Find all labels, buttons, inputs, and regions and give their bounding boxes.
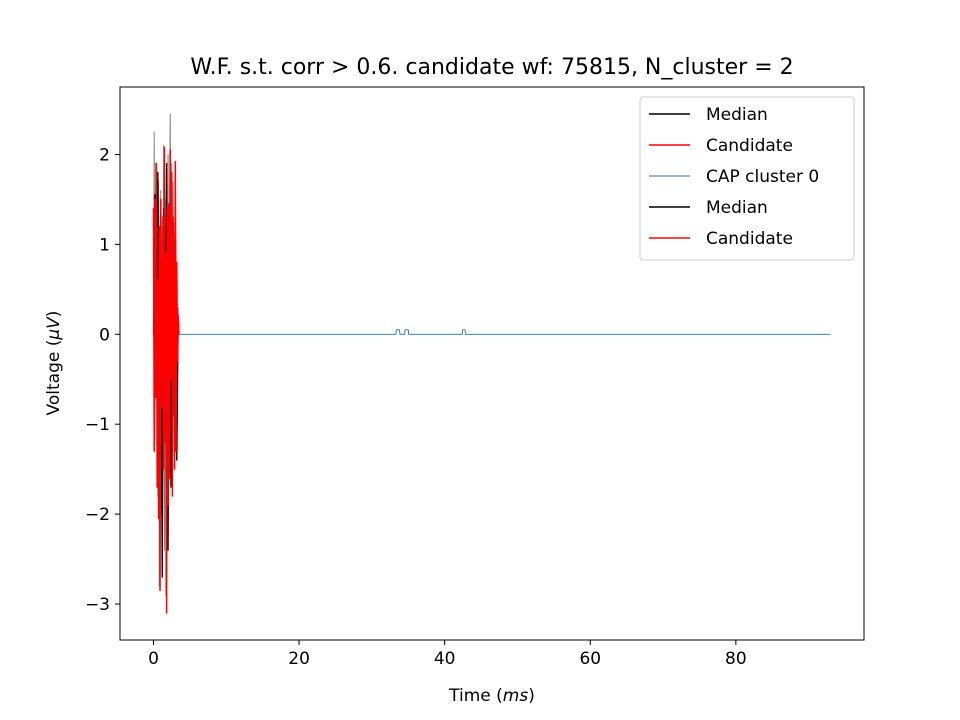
chart-title: W.F. s.t. corr > 0.6. candidate wf: 7581…: [190, 55, 793, 80]
x-tick-label: 0: [148, 649, 159, 669]
legend-frame: [639, 96, 855, 261]
y-tick-label: −3: [85, 595, 110, 615]
x-tick-label: 40: [434, 649, 456, 669]
legend-label: Median: [706, 105, 768, 125]
series-layer: [152, 113, 831, 614]
x-axis-label-prefix: Time (: [448, 686, 503, 706]
legend-label: Candidate: [706, 229, 793, 249]
x-tick-label: 80: [725, 649, 747, 669]
y-tick-label: −1: [85, 415, 110, 435]
x-axis-label-suffix: ): [528, 686, 535, 706]
plot-area: [119, 86, 865, 641]
x-axis-label: Time (ms): [448, 686, 535, 706]
y-tick-label: −2: [85, 505, 110, 525]
y-tick-label: 0: [99, 325, 110, 345]
y-tick-label: 2: [99, 145, 110, 165]
legend-label: Candidate: [706, 136, 793, 156]
y-axis-label: Voltage (μV): [44, 311, 64, 416]
x-tick-label: 60: [579, 649, 601, 669]
series-line-3: [178, 329, 831, 335]
legend: Median Candidate CAP cluster 0 Median Candid…: [639, 96, 855, 261]
plot-frame: [119, 86, 865, 641]
x-axis: 0 20 40 60 80: [148, 640, 747, 669]
y-axis: −3 −2 −1 0 1 2: [85, 145, 120, 615]
legend-label: Median: [706, 198, 768, 218]
x-tick-label: 20: [288, 649, 310, 669]
legend-label: CAP cluster 0: [706, 167, 819, 187]
x-axis-label-unit: ms: [503, 686, 529, 706]
y-axis-label-suffix: ): [44, 311, 64, 318]
y-axis-label-unit: μV: [44, 316, 64, 341]
series-line-2: [152, 146, 180, 614]
y-tick-label: 1: [99, 235, 110, 255]
y-axis-label-prefix: Voltage (: [44, 340, 64, 416]
